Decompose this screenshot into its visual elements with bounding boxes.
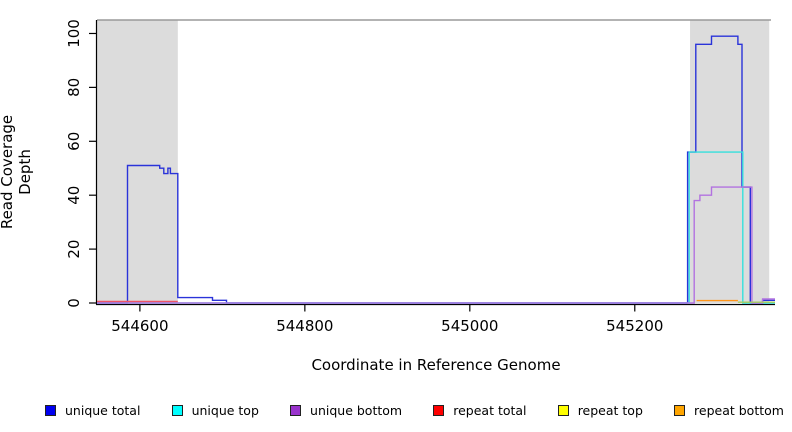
legend: unique total unique top unique bottom repea… bbox=[45, 398, 784, 422]
legend-item-repeat-total: repeat total bbox=[433, 402, 527, 418]
x-tick-label: 544600 bbox=[111, 317, 168, 335]
legend-swatch-unique-top bbox=[171, 404, 183, 416]
legend-item-unique-total: unique total bbox=[45, 403, 140, 418]
legend-label: repeat bottom bbox=[694, 402, 784, 418]
legend-label: unique total bbox=[65, 402, 141, 418]
x-axis-title: Coordinate in Reference Genome bbox=[311, 356, 561, 374]
legend-label: unique top bbox=[191, 402, 259, 418]
y-tick-label: 60 bbox=[65, 132, 83, 151]
y-tick-label: 80 bbox=[65, 78, 83, 97]
legend-item-unique-top: unique top bbox=[171, 402, 259, 418]
x-tick-label: 545200 bbox=[606, 317, 663, 335]
legend-label: repeat top bbox=[577, 402, 643, 418]
x-tick-label: 544800 bbox=[276, 317, 333, 335]
y-tick-label: 100 bbox=[65, 19, 83, 48]
y-tick-label: 20 bbox=[65, 240, 83, 259]
y-axis-title: Read Coverage Depth bbox=[0, 114, 34, 230]
series-unique-top-line bbox=[97, 151, 775, 304]
repeat-region-right bbox=[690, 20, 770, 303]
legend-item-repeat-top: repeat top bbox=[557, 402, 643, 418]
legend-label: unique bottom bbox=[310, 402, 403, 418]
series-unique-total-line bbox=[97, 35, 775, 304]
legend-swatch-repeat-top bbox=[557, 404, 569, 416]
series-unique-bottom-line bbox=[97, 186, 775, 304]
legend-item-unique-bottom: unique bottom bbox=[290, 403, 402, 418]
x-tick-label: 545000 bbox=[441, 317, 498, 335]
repeat-region-left bbox=[97, 20, 178, 303]
legend-label: repeat total bbox=[453, 402, 527, 418]
plot-area: 544600 544800 545000 545200 0 20 40 60 80 100 bbox=[65, 19, 775, 335]
legend-swatch-repeat-total bbox=[433, 404, 445, 416]
legend-swatch-repeat-bottom bbox=[674, 404, 686, 416]
legend-swatch-unique-total bbox=[45, 404, 56, 416]
legend-swatch-unique-bottom bbox=[290, 404, 302, 416]
y-tick-label: 0 bbox=[65, 298, 83, 308]
y-tick-label: 40 bbox=[65, 186, 83, 205]
legend-item-repeat-bottom: repeat bottom bbox=[674, 403, 784, 418]
